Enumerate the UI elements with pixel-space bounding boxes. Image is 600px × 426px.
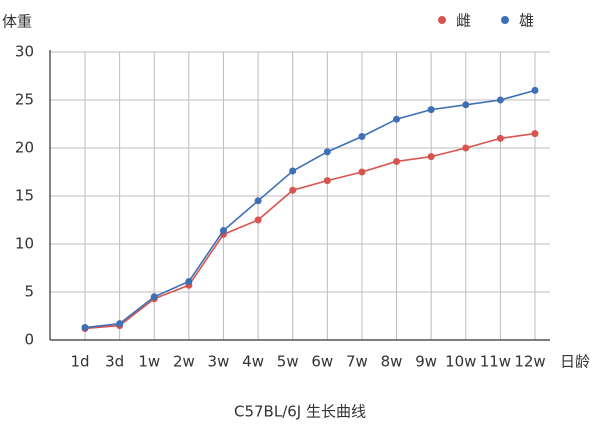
x-tick-label: 6w [311, 353, 333, 371]
data-point [358, 132, 366, 140]
data-point [462, 101, 470, 109]
x-tick-label: 11w [480, 353, 511, 371]
data-point [427, 106, 435, 114]
data-point [150, 293, 158, 301]
data-point [531, 86, 539, 94]
x-tick-label: 12w [514, 353, 545, 371]
x-tick-label: 3w [208, 353, 230, 371]
y-tick-label: 10 [15, 235, 34, 253]
x-tick-label: 7w [346, 353, 368, 371]
x-axis-label: 日龄 [560, 353, 590, 371]
legend-marker [438, 16, 446, 24]
data-point [81, 324, 89, 332]
data-point [427, 153, 435, 161]
data-point [496, 134, 504, 142]
data-point [393, 157, 401, 165]
data-point [531, 130, 539, 138]
y-tick-label: 20 [15, 139, 34, 157]
y-tick-label: 30 [15, 43, 34, 61]
x-tick-label: 9w [415, 353, 437, 371]
data-point [496, 96, 504, 104]
data-point [289, 186, 297, 194]
x-tick-label: 4w [242, 353, 264, 371]
data-point [289, 167, 297, 175]
data-point [323, 148, 331, 156]
chart-title: C57BL/6J 生长曲线 [234, 403, 366, 421]
data-point [358, 168, 366, 176]
y-tick-label: 15 [15, 187, 34, 205]
x-tick-label: 8w [381, 353, 403, 371]
data-point [462, 144, 470, 152]
data-point [116, 320, 124, 328]
legend-label: 雄 [519, 12, 534, 30]
x-tick-label: 5w [277, 353, 299, 371]
x-tick-label: 1w [138, 353, 160, 371]
x-tick-label: 1d [70, 353, 89, 371]
series-line [84, 89, 536, 329]
series-line [84, 132, 536, 330]
data-point [219, 227, 227, 235]
data-point [254, 197, 262, 205]
x-tick-label: 10w [445, 353, 476, 371]
data-point [254, 216, 262, 224]
legend-marker [501, 16, 509, 24]
legend-label: 雌 [456, 12, 471, 30]
y-tick-label: 5 [24, 283, 34, 301]
x-tick-label: 3d [105, 353, 124, 371]
data-point [393, 115, 401, 123]
data-point [185, 277, 193, 285]
data-point [323, 177, 331, 185]
y-tick-label: 0 [24, 331, 34, 349]
x-tick-label: 2w [173, 353, 195, 371]
y-axis-label: 体重 [2, 13, 32, 31]
y-tick-label: 25 [15, 91, 34, 109]
